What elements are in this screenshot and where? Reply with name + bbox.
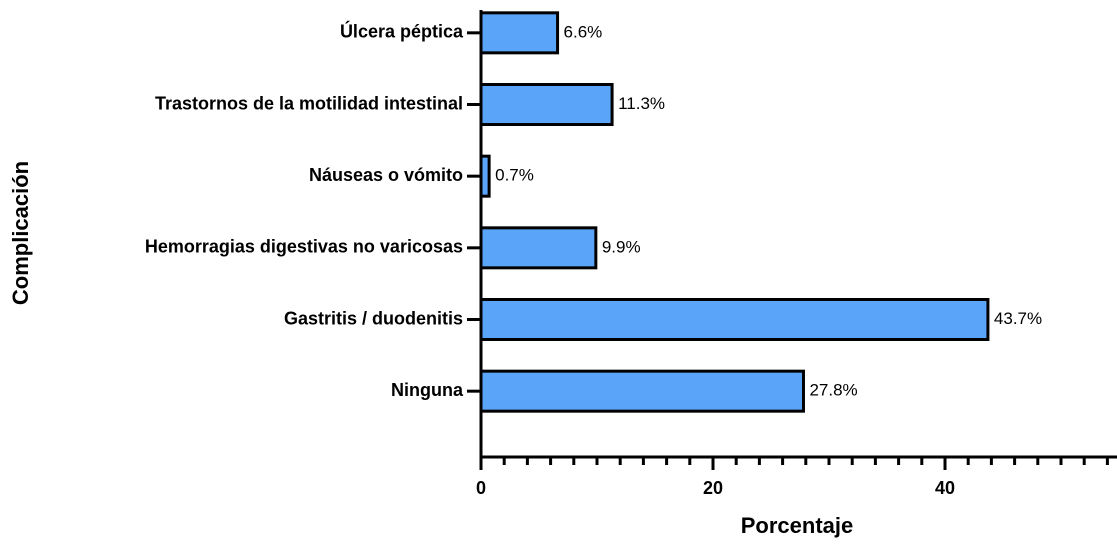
value-label: 9.9% xyxy=(602,237,641,256)
bar xyxy=(479,11,560,55)
y-tick-label: Hemorragias digestivas no varicosas xyxy=(145,237,463,257)
x-tick-label: 20 xyxy=(703,478,723,498)
x-axis-label: Porcentaje xyxy=(741,513,854,538)
y-tick-label: Trastornos de la motilidad intestinal xyxy=(155,93,463,113)
bar xyxy=(479,226,598,270)
bar xyxy=(479,369,805,413)
y-axis-label: Complicación xyxy=(8,161,33,305)
value-label: 6.6% xyxy=(564,22,603,41)
value-label: 43.7% xyxy=(994,309,1042,328)
value-label: 11.3% xyxy=(618,94,665,113)
x-tick-label: 40 xyxy=(935,478,955,498)
value-label: 0.7% xyxy=(495,166,534,185)
y-tick-label: Gastritis / duodenitis xyxy=(284,308,463,328)
y-tick-label: Úlcera péptica xyxy=(340,21,464,42)
bar xyxy=(479,298,990,341)
y-tick-label: Náuseas o vómito xyxy=(309,165,463,185)
value-label: 27.8% xyxy=(809,381,857,400)
x-tick-label: 0 xyxy=(476,478,486,498)
y-tick-label: Ninguna xyxy=(391,380,464,400)
bar xyxy=(479,83,614,126)
